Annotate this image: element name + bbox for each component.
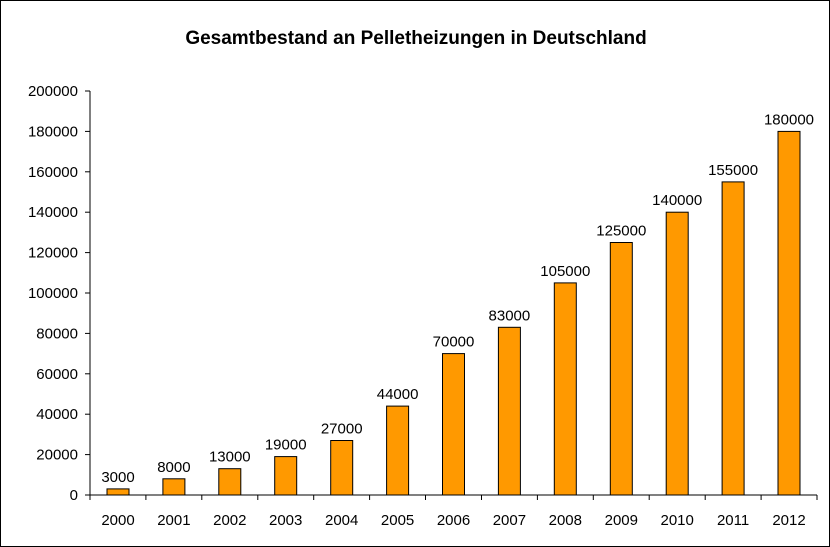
y-tick-label-60000: 60000	[36, 366, 78, 383]
data-labels-group: 3000 8000 13000 19000 27000 44000 70000 83000 10…	[101, 111, 814, 486]
data-label-2002: 13000	[209, 449, 251, 466]
y-tick-label-140000: 140000	[28, 204, 78, 221]
bar-2007	[497, 326, 521, 496]
y-tick-label-200000: 200000	[28, 83, 78, 100]
x-tick-label-2004: 2004	[325, 512, 358, 529]
data-label-2005: 44000	[377, 386, 419, 403]
bar-2003	[274, 456, 298, 496]
data-label-2004: 27000	[321, 421, 363, 438]
x-tick-label-2009: 2009	[605, 512, 638, 529]
x-tick-label-2006: 2006	[437, 512, 470, 529]
x-tick-label-2010: 2010	[661, 512, 694, 529]
data-label-2003: 19000	[265, 437, 307, 454]
y-tick-label-120000: 120000	[28, 245, 78, 262]
data-label-2008: 105000	[540, 263, 590, 280]
y-tick-label-180000: 180000	[28, 123, 78, 140]
data-label-2009: 125000	[596, 223, 646, 240]
y-tick-label-100000: 100000	[28, 285, 78, 302]
x-tick-label-2008: 2008	[549, 512, 582, 529]
data-label-2010: 140000	[652, 192, 702, 209]
x-tick-label-2005: 2005	[381, 512, 414, 529]
x-tick-label-2011: 2011	[717, 512, 749, 529]
chart-title: Gesamtbestand an Pelletheizungen in Deut…	[185, 28, 646, 49]
data-label-2001: 8000	[157, 459, 190, 476]
data-label-2000: 3000	[101, 469, 134, 486]
bars-group	[106, 130, 801, 496]
bar-2009	[609, 242, 633, 496]
x-tick-label-2000: 2000	[101, 512, 134, 529]
x-tick-label-2012: 2012	[772, 512, 805, 529]
bar-2000	[106, 488, 130, 496]
x-tick-label-2001: 2001	[157, 512, 190, 529]
y-tick-label-20000: 20000	[36, 447, 78, 464]
bar-2011	[721, 181, 745, 496]
y-tick-label-160000: 160000	[28, 164, 78, 181]
data-label-2007: 83000	[489, 307, 531, 324]
bar-2004	[330, 440, 354, 496]
bar-2012	[777, 130, 801, 496]
y-tick-label-80000: 80000	[36, 325, 78, 342]
data-label-2012: 180000	[764, 111, 814, 128]
bar-2008	[553, 282, 577, 496]
y-tick-label-0: 0	[70, 487, 78, 504]
x-tick-label-2003: 2003	[269, 512, 302, 529]
x-tick-label-2002: 2002	[213, 512, 246, 529]
bar-2006	[442, 353, 465, 496]
bar-2005	[386, 405, 410, 496]
bar-2010	[665, 211, 689, 496]
y-tick-label-40000: 40000	[36, 406, 78, 423]
data-label-2006: 70000	[433, 334, 475, 351]
bar-2001	[162, 478, 186, 496]
x-tick-label-2007: 2007	[493, 512, 526, 529]
bar-2002	[218, 468, 242, 496]
data-label-2011: 155000	[708, 162, 758, 179]
axes-group: 0 20000 40000 60000 80000 100000 120000 140000 1…	[28, 83, 818, 529]
